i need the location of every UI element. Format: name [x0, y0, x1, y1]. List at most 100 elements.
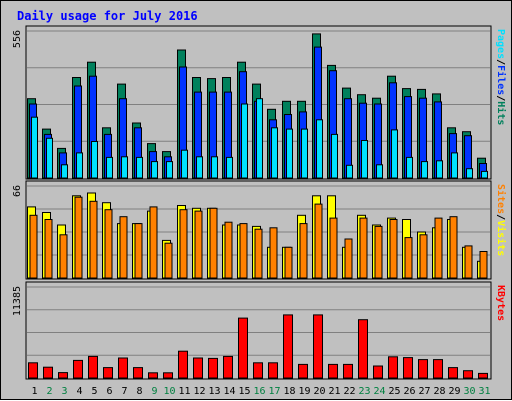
x-tick-label: 1 — [31, 386, 37, 397]
bar-kbytes — [43, 366, 53, 379]
bar-pages — [106, 156, 113, 179]
x-tick-label: 16 — [253, 386, 265, 397]
bar-pages — [481, 170, 488, 179]
bar-pages — [421, 161, 428, 179]
bar-pages — [136, 156, 143, 179]
x-tick-label: 19 — [298, 386, 310, 397]
right-axis-label-part: KBytes — [495, 285, 506, 321]
bar-sites — [464, 245, 473, 279]
bar-kbytes — [103, 367, 113, 379]
bar-sites — [194, 210, 203, 279]
x-tick-label: 15 — [238, 386, 250, 397]
bar-pages — [226, 156, 233, 179]
bar-sites — [284, 246, 293, 279]
right-axis-label-part: Files — [495, 65, 507, 95]
bar-pages — [466, 168, 473, 179]
right-axis-label-part: Hits — [495, 101, 507, 125]
x-tick-label: 24 — [373, 386, 385, 397]
bar-sites — [434, 217, 443, 279]
bar-pages — [46, 137, 53, 179]
right-axis-label: KBytes — [495, 285, 506, 321]
x-tick-label: 17 — [268, 386, 280, 397]
y-max-label: 66 — [12, 185, 23, 197]
bar-sites — [224, 221, 233, 279]
x-tick-label: 26 — [403, 386, 415, 397]
x-tick-label: 14 — [223, 386, 235, 397]
bar-sites — [389, 219, 398, 279]
bar-kbytes — [223, 355, 233, 379]
bar-sites — [404, 237, 413, 279]
x-tick-label: 27 — [418, 386, 430, 397]
right-axis-label-part: Sites — [495, 184, 507, 214]
bar-sites — [374, 225, 383, 279]
x-tick-label: 7 — [121, 386, 127, 397]
bar-sites — [44, 219, 53, 279]
bar-sites — [134, 223, 143, 279]
bar-pages — [391, 129, 398, 179]
x-tick-label: 11 — [178, 386, 190, 397]
bar-pages — [436, 160, 443, 179]
bar-kbytes — [133, 367, 143, 379]
bar-sites — [344, 238, 353, 279]
x-tick-label: 13 — [208, 386, 220, 397]
bar-sites — [29, 214, 38, 279]
bar-pages — [376, 164, 383, 179]
bar-pages — [211, 156, 218, 179]
bar-pages — [91, 141, 98, 179]
x-tick-label: 5 — [91, 386, 97, 397]
bar-sites — [164, 242, 173, 279]
x-tick-label: 23 — [358, 386, 370, 397]
bar-sites — [299, 223, 308, 279]
bar-sites — [329, 217, 338, 279]
bar-kbytes — [118, 357, 128, 379]
x-tick-label: 8 — [136, 386, 142, 397]
bar-pages — [256, 98, 263, 179]
bar-kbytes — [403, 357, 413, 379]
bar-pages — [406, 156, 413, 179]
bar-pages — [316, 119, 323, 179]
right-axis-label-part: Visits — [495, 220, 507, 256]
bar-kbytes — [373, 365, 383, 379]
bar-kbytes — [463, 370, 473, 379]
bar-kbytes — [313, 314, 323, 379]
bar-kbytes — [148, 372, 158, 379]
bar-sites — [314, 203, 323, 279]
bar-pages — [61, 164, 68, 179]
bar-kbytes — [283, 314, 293, 379]
bar-kbytes — [58, 372, 68, 379]
x-tick-label: 29 — [448, 386, 460, 397]
x-tick-label: 4 — [76, 386, 82, 397]
bar-sites — [149, 206, 158, 279]
bar-kbytes — [343, 363, 353, 379]
bar-kbytes — [238, 317, 248, 379]
x-tick-label: 18 — [283, 386, 295, 397]
bar-kbytes — [358, 319, 368, 379]
x-tick-label: 31 — [478, 386, 490, 397]
x-tick-label: 22 — [343, 386, 355, 397]
y-max-label: 11385 — [12, 286, 23, 316]
bar-kbytes — [478, 372, 488, 379]
x-tick-label: 20 — [313, 386, 325, 397]
bar-sites — [254, 228, 263, 279]
y-max-label: 556 — [12, 30, 23, 48]
bar-sites — [89, 200, 98, 279]
bar-pages — [286, 128, 293, 179]
bar-sites — [59, 234, 68, 279]
bar-kbytes — [178, 350, 188, 379]
x-tick-label: 2 — [46, 386, 52, 397]
bar-sites — [269, 227, 278, 279]
x-tick-label: 30 — [463, 386, 475, 397]
bar-kbytes — [388, 356, 398, 379]
bar-pages — [181, 149, 188, 179]
bar-pages — [166, 161, 173, 179]
bar-sites — [359, 217, 368, 279]
bar-kbytes — [88, 355, 98, 379]
bar-sites — [74, 196, 83, 279]
bar-pages — [196, 156, 203, 179]
bar-sites — [104, 209, 113, 279]
x-tick-label: 10 — [163, 386, 175, 397]
right-axis-label: Sites/Visits — [495, 184, 507, 256]
bar-pages — [151, 161, 158, 179]
